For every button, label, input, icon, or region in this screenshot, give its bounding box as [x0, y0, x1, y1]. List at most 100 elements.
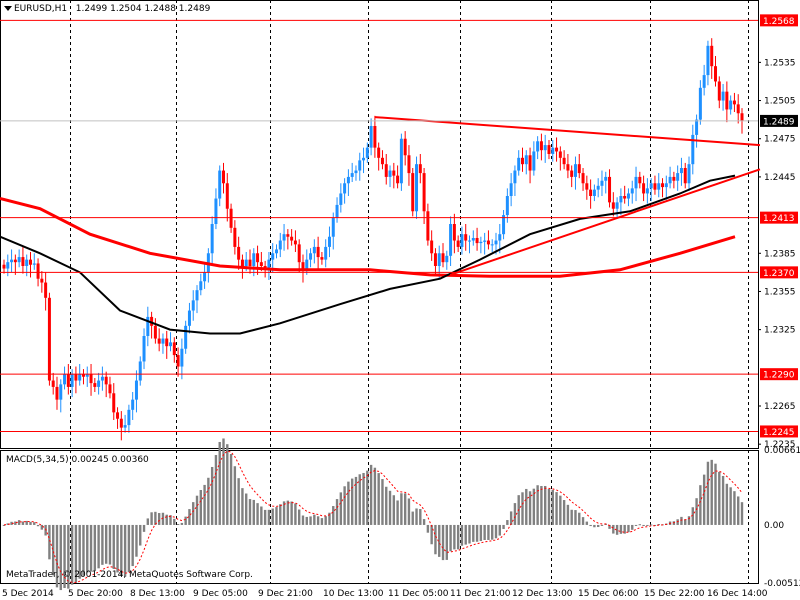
- candle-body: [369, 126, 373, 148]
- candle-body: [490, 244, 494, 246]
- macd-bar: [468, 524, 471, 544]
- macd-bar: [6, 523, 9, 525]
- candle-body: [566, 164, 570, 171]
- candle-body: [301, 262, 305, 270]
- candle-body: [327, 236, 331, 247]
- macd-bar: [320, 518, 324, 525]
- candle-body: [392, 170, 396, 176]
- price-axis-label: 1.2235: [764, 440, 796, 450]
- candle-body: [199, 281, 203, 291]
- macd-bar: [434, 524, 437, 555]
- candle-body: [66, 374, 70, 387]
- chevron-down-icon[interactable]: [4, 6, 12, 11]
- macd-bar: [358, 474, 361, 525]
- macd-bar: [551, 489, 554, 525]
- candle-body: [706, 45, 710, 76]
- macd-bar: [55, 524, 59, 588]
- macd-bar: [339, 492, 343, 525]
- macd-bar: [309, 516, 312, 525]
- macd-bar: [282, 501, 286, 525]
- macd-bar: [89, 524, 93, 572]
- candle-body: [28, 259, 32, 265]
- macd-bar: [93, 524, 97, 572]
- candle-body: [570, 170, 574, 177]
- candle-body: [267, 259, 271, 270]
- candle-body: [475, 238, 479, 244]
- candle-body: [222, 170, 226, 184]
- macd-bar: [192, 502, 195, 525]
- main-pane-frame: [0, 0, 759, 449]
- candle-body: [717, 81, 721, 101]
- macd-bar: [544, 485, 547, 525]
- macd-bar: [502, 524, 505, 529]
- candle-body: [350, 173, 354, 177]
- macd-bar: [547, 488, 551, 525]
- macd-bar: [491, 524, 494, 540]
- macd-bar: [596, 524, 600, 528]
- level-label: 1.2413: [763, 214, 795, 224]
- candle-body: [286, 234, 290, 237]
- macd-bar: [101, 524, 104, 565]
- macd-bar: [388, 490, 392, 525]
- candle-body: [100, 376, 104, 381]
- macd-bar: [695, 498, 698, 525]
- macd-bar: [127, 524, 131, 573]
- candle-body: [664, 183, 668, 188]
- macd-bar: [619, 524, 623, 534]
- candle-body: [365, 147, 369, 158]
- macd-bar: [362, 472, 365, 525]
- macd-signal-line: [3, 450, 743, 584]
- macd-bar: [407, 498, 411, 525]
- macd-bar: [131, 524, 134, 567]
- macd-bar: [256, 503, 259, 525]
- candle-body: [396, 175, 400, 184]
- candle-body: [237, 246, 241, 260]
- candle-body: [732, 100, 736, 105]
- macd-bar: [176, 524, 180, 526]
- candle-body: [210, 224, 214, 254]
- macd-bar: [631, 524, 634, 530]
- candle-body: [623, 196, 627, 199]
- macd-pane-frame: [0, 450, 759, 584]
- price-axis-label: 1.2475: [764, 135, 796, 145]
- candle-body: [32, 263, 36, 265]
- level-label-bg: [760, 14, 798, 27]
- candle-body: [240, 259, 244, 266]
- candle-body: [165, 338, 169, 347]
- macd-bar: [464, 524, 467, 545]
- candle-body: [380, 157, 384, 165]
- candle-body: [176, 355, 180, 367]
- candle-body: [259, 262, 263, 266]
- macd-bar: [426, 524, 430, 533]
- macd-bar: [324, 516, 327, 525]
- macd-bar: [642, 524, 645, 526]
- macd-bar: [210, 466, 214, 525]
- candle-body: [195, 290, 199, 301]
- candle-body: [271, 253, 275, 260]
- macd-bar: [453, 524, 456, 550]
- candle-body: [47, 297, 51, 381]
- candle-body: [657, 183, 661, 190]
- candle-body: [324, 246, 328, 260]
- candle-body: [305, 259, 309, 270]
- candle-body: [373, 126, 377, 148]
- candle-body: [668, 176, 672, 184]
- candle-body: [85, 374, 89, 377]
- candle-body: [218, 170, 222, 199]
- candle-body: [630, 188, 634, 194]
- candle-body: [399, 138, 403, 184]
- macd-bar: [123, 524, 127, 577]
- candle-body: [138, 361, 142, 381]
- candle-body: [274, 249, 278, 254]
- candle-body: [547, 145, 551, 154]
- candle-body: [634, 176, 638, 189]
- candle-body: [358, 160, 362, 171]
- candle-body: [740, 113, 744, 121]
- candle-body: [558, 151, 562, 158]
- macd-bar: [680, 516, 683, 525]
- candle-body: [479, 241, 483, 244]
- time-axis-label: 9 Dec 05:00: [193, 589, 248, 599]
- candle-body: [346, 176, 350, 184]
